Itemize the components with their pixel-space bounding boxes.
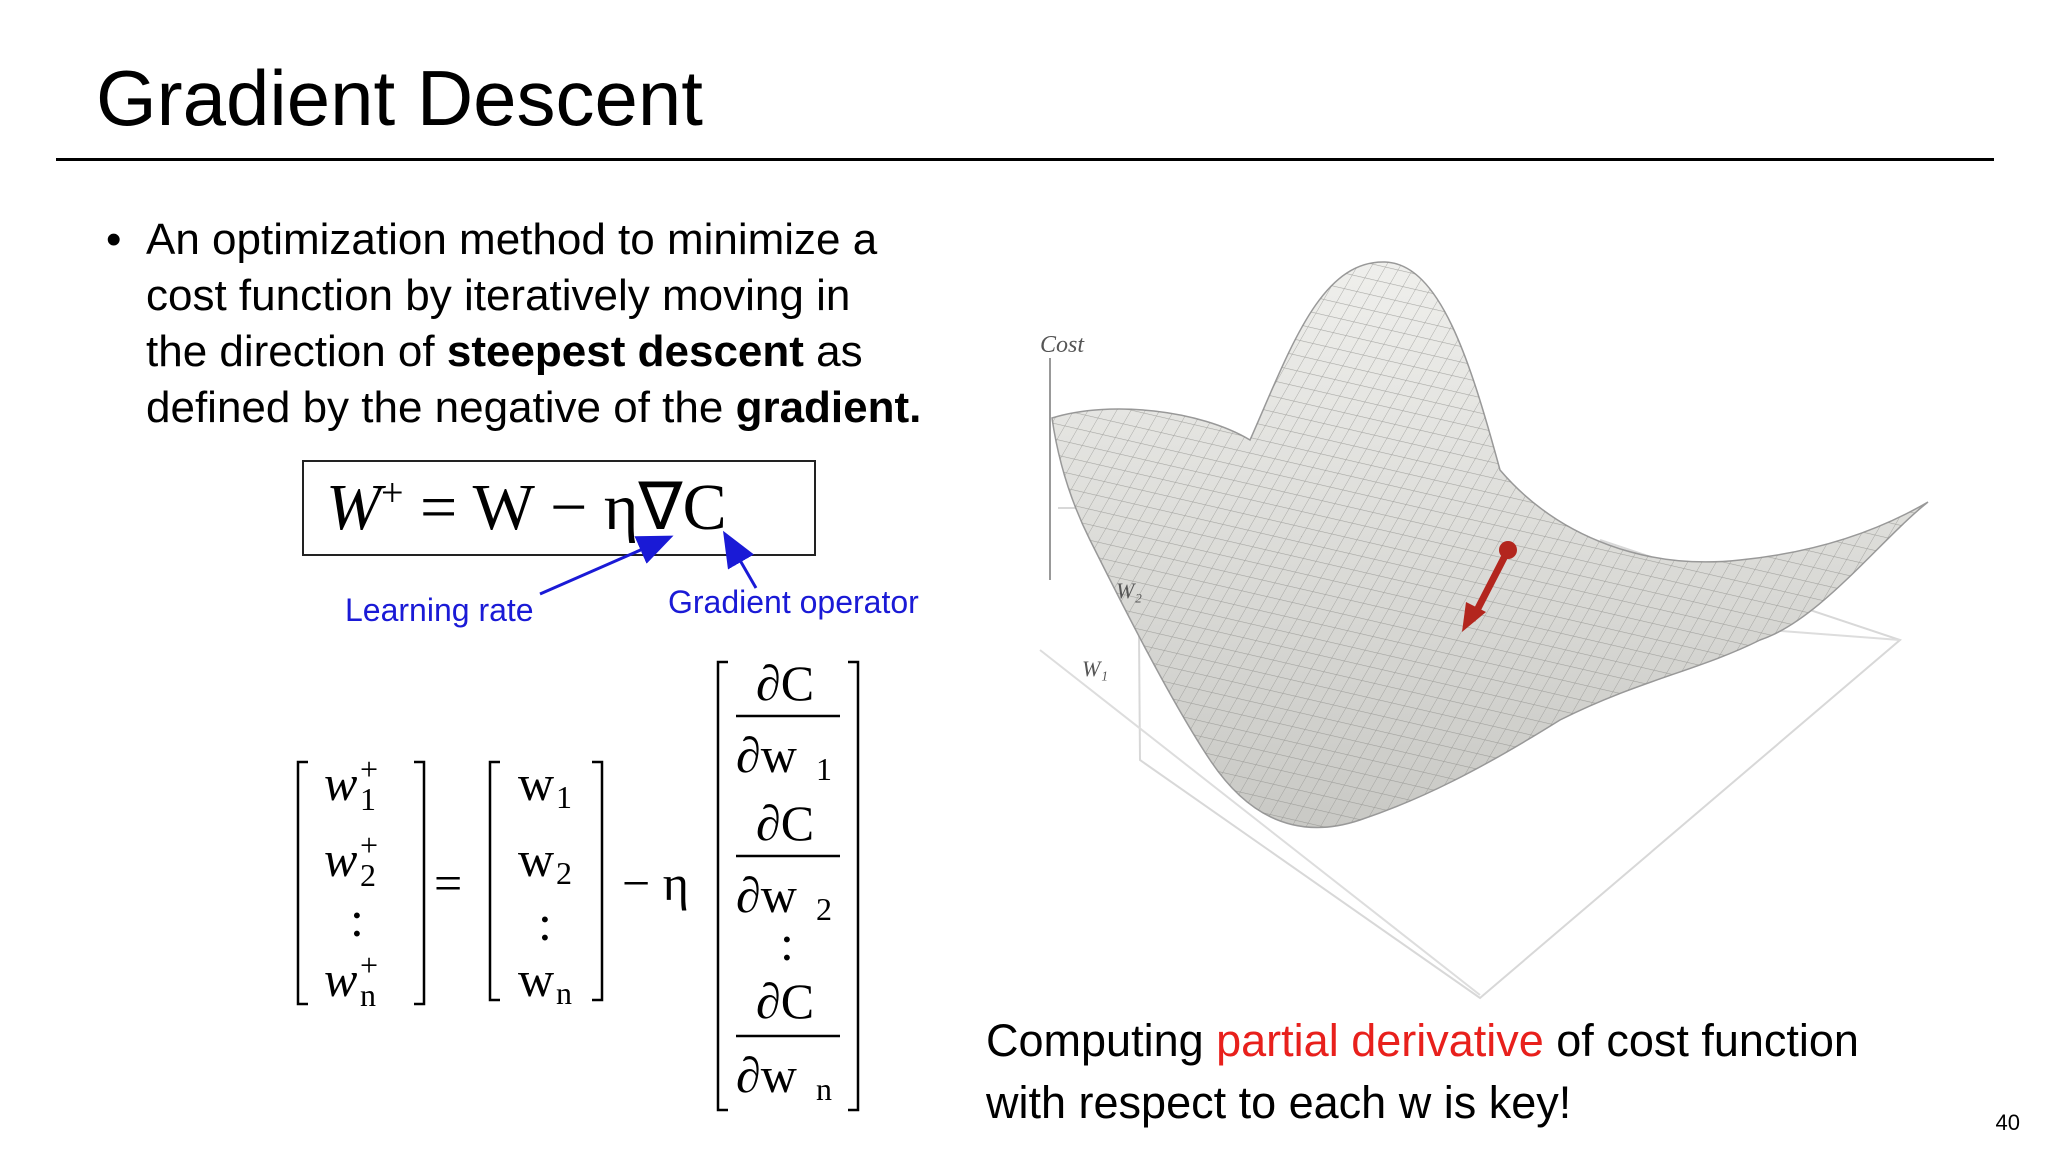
bullet-line-3-end: as <box>803 327 863 376</box>
formula-lhs: W <box>326 471 381 544</box>
update-formula: W+ = W − η∇C <box>326 468 727 546</box>
w2: w <box>518 831 554 887</box>
lhs-sub-2: 2 <box>360 857 376 893</box>
lhs-sup-1: + <box>360 751 378 787</box>
matrix-equation: w w w : + 1 + 2 + n = w w : w 1 2 n − η … <box>296 655 860 1112</box>
wn-sub: n <box>556 975 572 1011</box>
caption-text-2: of cost function <box>1543 1015 1859 1066</box>
wn: w <box>518 951 554 1007</box>
title-divider <box>56 158 1994 161</box>
caption-line-1: Computing partial derivative of cost fun… <box>986 1010 2026 1072</box>
lhs-right-bracket <box>414 760 426 1006</box>
partial-sub-1: 1 <box>816 751 832 787</box>
lhs-w1: w <box>324 755 357 811</box>
partial-c-1: ∂C <box>756 655 814 711</box>
minus-eta: − η <box>622 855 689 911</box>
w-ellipsis: : <box>538 895 552 951</box>
learning-rate-arrow <box>539 535 674 596</box>
partial-c-n: ∂C <box>756 973 814 1029</box>
grad-ellipsis: : <box>780 915 794 971</box>
cost-surface-plot: Cost W₂ W₁ <box>1039 261 1929 1000</box>
partial-w-1: ∂w <box>736 727 797 783</box>
w2-label: W₂ <box>1116 578 1142 603</box>
gradient-start-point <box>1499 541 1517 559</box>
partial-sub-n: n <box>816 1071 832 1107</box>
bold-gradient: gradient. <box>735 383 922 432</box>
cost-label: Cost <box>1040 332 1085 358</box>
formula-rhs: = W − η∇C <box>403 471 727 544</box>
lhs-w2: w <box>324 831 357 887</box>
bullet-line-2: cost function by iteratively moving in <box>146 271 851 320</box>
caption-highlight: partial derivative <box>1216 1015 1544 1066</box>
formula-lhs-sup: + <box>380 470 404 515</box>
lhs-sup-2: + <box>360 827 378 863</box>
partial-sub-2: 2 <box>816 891 832 927</box>
w1-sub: 1 <box>556 779 572 815</box>
partial-w-n: ∂w <box>736 1047 797 1103</box>
partial-w-2: ∂w <box>736 867 797 923</box>
learning-rate-label: Learning rate <box>345 592 534 628</box>
lhs-sup-n: + <box>360 947 378 983</box>
page-number: 40 <box>1995 1110 2020 1135</box>
caption-text-1: Computing <box>986 1015 1217 1066</box>
gradient-arrow-head <box>1462 602 1486 632</box>
lhs-left-bracket <box>296 760 308 1006</box>
lhs-sub-n: n <box>360 977 376 1013</box>
slide-title: Gradient Descent <box>96 54 703 142</box>
update-formula-box: W+ = W − η∇C <box>302 460 816 556</box>
w1-label: W₁ <box>1082 656 1108 681</box>
caption: Computing partial derivative of cost fun… <box>986 1010 2026 1134</box>
w1: w <box>518 755 554 811</box>
bullet-line-3: the direction of steepest descent as <box>146 324 863 380</box>
gradient-operator-arrow <box>723 530 758 589</box>
lhs-wn: w <box>324 951 357 1007</box>
bold-steepest-descent: steepest descent <box>446 327 804 376</box>
bullet-line-1: An optimization method to minimize a <box>146 215 878 264</box>
surface-mesh <box>1052 261 1928 828</box>
bullet-line-4-text: defined by the negative of the <box>146 383 736 432</box>
bullet-dot-icon: • <box>106 215 122 264</box>
lhs-sub-1: 1 <box>360 781 376 817</box>
grad-left-bracket <box>716 660 728 1112</box>
lhs-ellipsis: : <box>350 891 364 947</box>
w1-axis-line <box>1039 649 1481 996</box>
equals-sign: = <box>434 855 462 911</box>
grad-right-bracket <box>848 660 860 1112</box>
gradient-operator-label: Gradient operator <box>668 584 919 620</box>
bullet-line-4: defined by the negative of the gradient. <box>146 380 921 436</box>
bullet-line-3-text: the direction of <box>146 327 447 376</box>
w-left-bracket <box>488 760 500 1002</box>
partial-c-2: ∂C <box>756 795 814 851</box>
w-right-bracket <box>592 760 604 1002</box>
w2-sub: 2 <box>556 855 572 891</box>
caption-line-2: with respect to each w is key! <box>986 1077 1572 1128</box>
